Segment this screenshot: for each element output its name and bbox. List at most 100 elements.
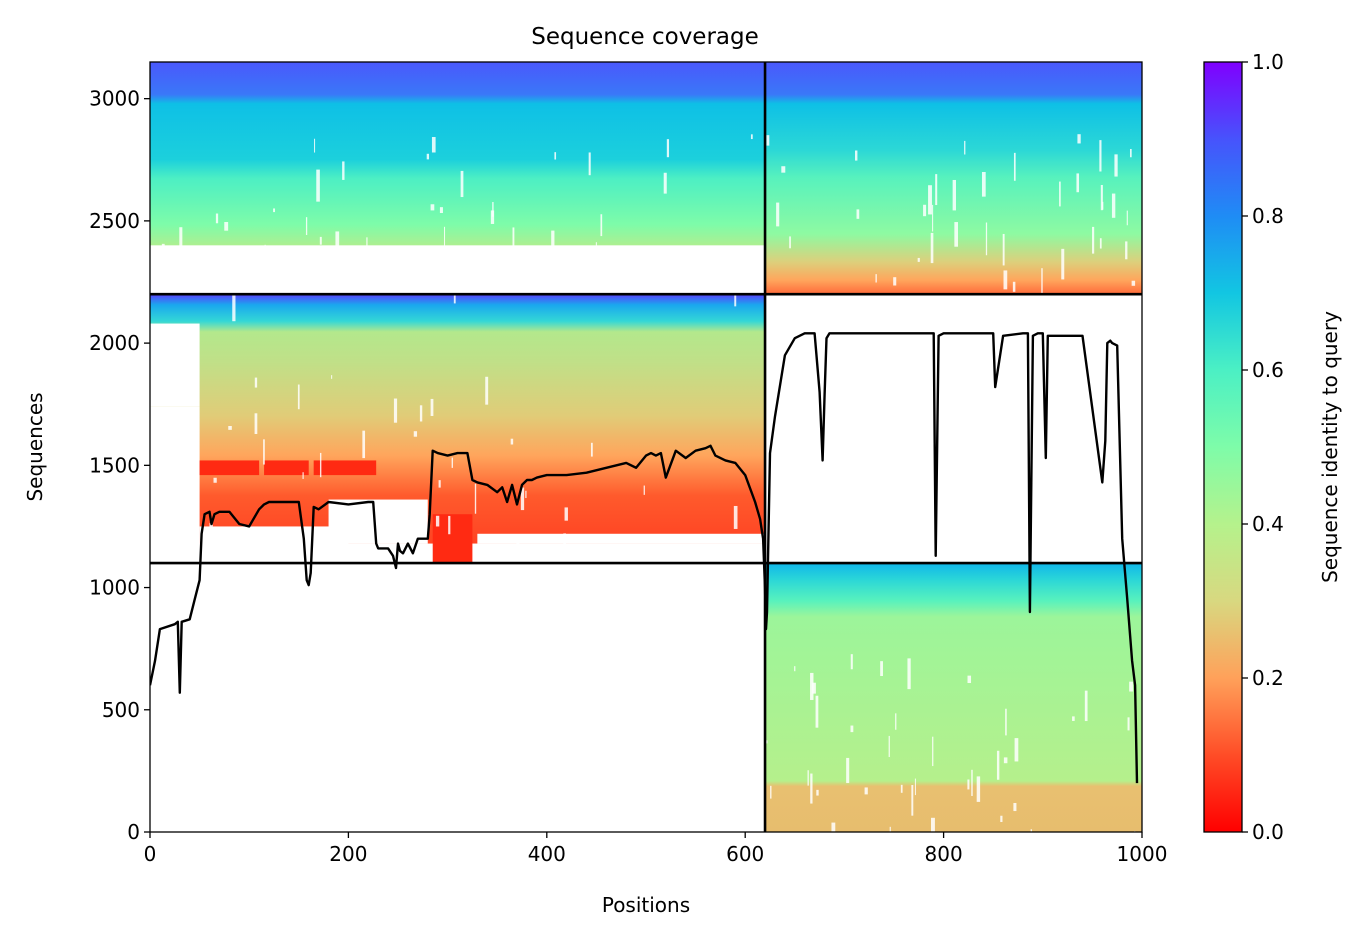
coverage-speckle	[1129, 148, 1132, 158]
coverage-speckle	[439, 207, 443, 214]
coverage-speckle	[435, 515, 440, 527]
coverage-speckle	[331, 375, 333, 379]
coverage-speckle	[1092, 226, 1095, 254]
y-tick-label: 0	[127, 820, 140, 844]
colorbar-tick-label: 0.6	[1252, 358, 1284, 382]
coverage-speckle	[297, 384, 300, 410]
coverage-gap	[150, 323, 200, 407]
coverage-speckle	[1099, 140, 1102, 172]
coverage-speckle	[895, 713, 897, 730]
coverage-speckle	[880, 661, 883, 677]
coverage-speckle	[264, 244, 266, 266]
coverage-speckle	[766, 135, 770, 146]
coverage-speckle	[807, 770, 809, 786]
coverage-speckle	[930, 232, 934, 264]
coverage-speckle	[917, 257, 920, 262]
coverage-speckle	[812, 682, 816, 694]
coverage-speckle	[184, 252, 188, 272]
coverage-block	[765, 62, 1142, 295]
y-tick-label: 1500	[89, 453, 140, 477]
coverage-speckle	[1059, 181, 1061, 207]
coverage-speckle	[1127, 717, 1130, 731]
coverage-speckle	[474, 483, 477, 514]
coverage-speckle	[254, 377, 258, 388]
coverage-speckle	[1041, 268, 1043, 296]
coverage-speckle	[850, 725, 854, 733]
coverage-speckle	[413, 431, 418, 437]
coverage-speckle	[426, 153, 430, 160]
coverage-speckle	[366, 237, 368, 269]
coverage-speckle	[393, 398, 398, 423]
plot-frame	[149, 61, 1143, 833]
coverage-speckle	[434, 268, 438, 282]
coverage-speckle	[595, 242, 597, 261]
coverage-speckle	[952, 179, 956, 211]
coverage-speckle	[520, 487, 525, 511]
coverage-speckle	[1131, 280, 1136, 286]
coverage-speckle	[213, 477, 217, 483]
low-identity-patch	[264, 460, 309, 476]
coverage-speckle	[1084, 690, 1088, 722]
coverage-speckle	[319, 452, 322, 478]
coverage-gap	[566, 282, 766, 295]
coverage-speckle	[253, 556, 255, 560]
coverage-speckle	[561, 562, 564, 585]
coverage-speckle	[1100, 184, 1103, 211]
coverage-speckle	[794, 666, 796, 672]
colorbar-tick-label: 0.4	[1252, 512, 1284, 536]
coverage-speckle	[209, 523, 213, 531]
colorbar-tick-label: 0.2	[1252, 666, 1284, 690]
coverage-speckle	[985, 222, 988, 256]
y-tick-label: 2500	[89, 209, 140, 233]
coverage-speckle	[316, 169, 320, 202]
coverage-speckle	[438, 480, 441, 488]
coverage-speckle	[1000, 815, 1003, 823]
coverage-speckle	[1099, 238, 1102, 249]
coverage-speckle	[734, 293, 737, 307]
coverage-speckle	[911, 785, 914, 816]
coverage-gap	[328, 499, 428, 544]
y-tick-label: 2000	[89, 331, 140, 355]
coverage-speckle	[893, 277, 897, 286]
coverage-speckle	[193, 532, 195, 554]
coverage-speckle	[551, 230, 555, 258]
coverage-speckle	[448, 515, 451, 535]
coverage-speckle	[1013, 152, 1016, 181]
coverage-speckle	[181, 496, 184, 530]
y-axis-label: Sequences	[23, 392, 47, 501]
coverage-speckle	[232, 292, 236, 322]
coverage-speckle	[889, 826, 891, 832]
coverage-speckle	[976, 776, 981, 802]
coverage-speckle	[1014, 738, 1019, 762]
coverage-speckle	[319, 236, 322, 245]
colorbar	[1203, 61, 1243, 833]
plot-area	[150, 62, 1142, 832]
coverage-speckle	[335, 231, 340, 256]
coverage-speckle	[810, 773, 813, 804]
coverage-speckle	[1114, 154, 1118, 177]
coverage-speckle	[492, 202, 494, 217]
colorbar-tick-label: 0.0	[1252, 820, 1284, 844]
coverage-speckle	[252, 562, 257, 596]
coverage-speckle	[1002, 233, 1005, 266]
coverage-speckle	[590, 442, 593, 457]
coverage-speckle	[362, 430, 366, 459]
coverage-speckle	[850, 654, 853, 670]
coverage-speckle	[776, 202, 780, 227]
coverage-speckle	[224, 222, 229, 231]
coverage-speckle	[444, 226, 446, 253]
y-tick-label: 1000	[89, 576, 140, 600]
coverage-speckle	[1126, 210, 1128, 226]
coverage-speckle	[663, 172, 667, 194]
coverage-speckle	[554, 152, 557, 160]
coverage-speckle	[643, 485, 645, 495]
coverage-speckle	[831, 822, 836, 832]
chart-title: Sequence coverage	[531, 24, 759, 50]
coverage-speckle	[531, 278, 533, 291]
coverage-speckle	[394, 512, 398, 516]
coverage-speckle	[964, 140, 966, 155]
colorbar-label: Sequence identity to query	[1318, 311, 1342, 583]
x-tick-label: 400	[528, 842, 566, 866]
coverage-speckle	[419, 405, 423, 422]
